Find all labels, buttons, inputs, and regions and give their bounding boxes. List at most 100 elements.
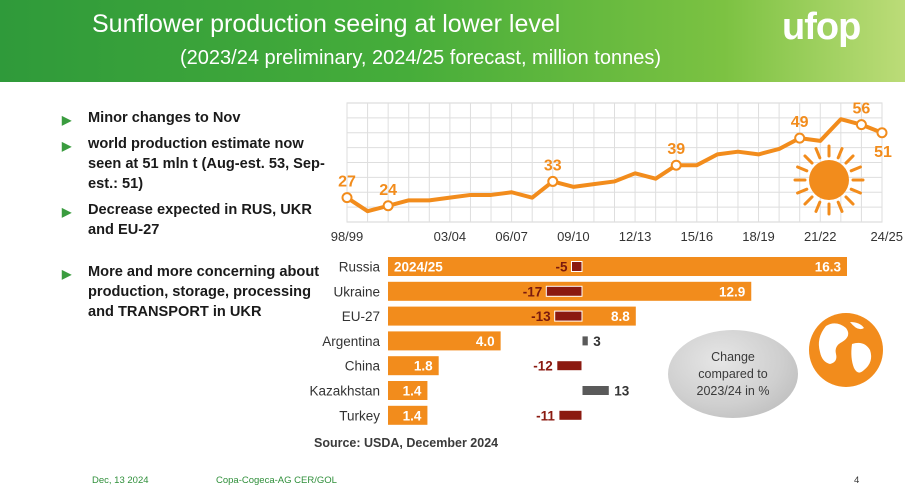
sun-ray [849,165,862,173]
bar-category-label: Ukraine [333,284,380,299]
change-bar [558,409,583,421]
change-bar [571,261,583,272]
header-banner [0,0,905,82]
change-bar [554,310,583,322]
x-tick-label: 06/07 [495,229,528,244]
globe-landmass [850,322,864,330]
change-value-label: -13 [531,309,551,324]
data-point-label: 56 [853,101,871,118]
x-tick-label: 24/25 [870,229,903,244]
bullet-text: Decrease expected in RUS, UKR and EU-27 [88,202,312,238]
triangle-bullet-icon: ▶ [62,205,72,219]
bullet-item: ▶ More and more concerning about producti… [62,262,332,322]
change-value-label: -11 [536,408,555,423]
bar-category-label: Argentina [322,334,380,349]
x-tick-label: 18/19 [742,229,775,244]
production-bar [388,306,636,326]
footer-organisation: Copa-Cogeca-AG CER/GOL [216,475,337,486]
triangle-bullet-icon: ▶ [62,267,72,281]
bullet-item: ▶ world production estimate now seen at 5… [62,134,332,194]
production-bar [388,331,501,351]
change-value-label: -12 [533,359,553,374]
bar-value-label: 12.9 [719,284,745,299]
sun-icon [793,144,865,216]
production-line [345,117,884,214]
data-point-label: 51 [874,144,892,161]
bullet-item: ▶ Minor changes to Nov [62,108,332,128]
line-chart-x-ticks: 98/99 03/04 06/07 09/10 12/13 15/16 18/19 21/22… [331,229,903,244]
bullet-text: More and more concerning about productio… [88,264,320,320]
x-tick-label: 12/13 [619,229,652,244]
globe-landmass [851,342,872,373]
page-title: Sunflower production seeing at lower lev… [92,10,561,38]
sun-ray [814,147,822,160]
bar-category-label: Turkey [339,408,380,423]
production-bar [388,356,439,376]
x-tick-label: 09/10 [557,229,590,244]
x-tick-label: 98/99 [331,229,364,244]
sun-ray [849,187,862,195]
x-tick-label: 03/04 [434,229,467,244]
bar-value-label: 1.4 [403,384,422,399]
data-point-label: 39 [667,141,685,158]
bar-chart: Russia 16.3 -5 Ukraine 12.9 -17 EU-27 8.8 -13 Arg… [309,257,847,425]
bar-category-label: Kazakhstan [309,384,380,399]
change-value-label: 3 [593,334,601,349]
bar-value-label: 4.0 [476,334,495,349]
sun-disc [809,160,849,200]
data-point-label: 49 [791,114,809,131]
globe-landmass [818,323,849,364]
data-point-label: 33 [544,157,562,174]
data-point-marker [794,132,806,144]
sun-ray [803,154,814,165]
bar-category-label: China [345,359,381,374]
sun-ray [814,200,822,213]
line-chart-series: 27 24 33 39 49 56 51 [338,101,892,214]
change-note-bubble: Change compared to 2023/24 in % [668,330,798,418]
bar-category-label: Russia [339,260,381,275]
data-point-label: 24 [379,182,397,199]
bullet-item: ▶ Decrease expected in RUS, UKR and EU-27 [62,200,332,240]
triangle-bullet-icon: ▶ [62,139,72,153]
data-point-marker [876,127,888,139]
source-note: Source: USDA, December 2024 [314,436,499,450]
change-bar [581,335,589,347]
sun-ray [836,200,844,213]
change-bar [545,285,583,297]
bar-value-label: 8.8 [611,309,630,324]
production-bar [388,257,847,276]
bar-category-label: EU-27 [342,309,380,324]
x-tick-label: 15/16 [681,229,714,244]
sun-ray [844,195,855,206]
bullet-list: ▶ Minor changes to Nov ▶ world production … [62,108,332,328]
page-number: 4 [854,475,860,486]
bar-value-label: 1.4 [403,408,422,423]
bar-value-label: 1.8 [414,359,433,374]
change-bar [581,385,610,396]
change-value-label: 13 [614,384,630,399]
production-bar [388,405,428,425]
ufop-logo: ufop [782,6,861,48]
change-value-label: -17 [523,284,543,299]
series-label: 2024/25 [394,260,443,275]
sun-ray [796,187,809,195]
x-tick-label: 21/22 [804,229,837,244]
production-bar [388,381,428,400]
change-value-label: -5 [555,260,567,275]
sun-ray [796,165,809,173]
bullet-text: world production estimate now seen at 51… [88,136,325,192]
bullet-text: Minor changes to Nov [88,110,241,126]
data-point-marker [341,192,353,204]
bar-value-label: 16.3 [815,260,842,275]
sun-ray [844,154,855,165]
data-point-marker [855,119,867,131]
triangle-bullet-icon: ▶ [62,113,72,127]
change-bar [556,360,583,372]
data-point-marker [670,159,682,171]
globe-icon [809,313,883,387]
page-subtitle: (2023/24 preliminary, 2024/25 forecast, … [180,47,661,69]
data-point-marker [382,200,394,212]
sun-ray [836,147,844,160]
